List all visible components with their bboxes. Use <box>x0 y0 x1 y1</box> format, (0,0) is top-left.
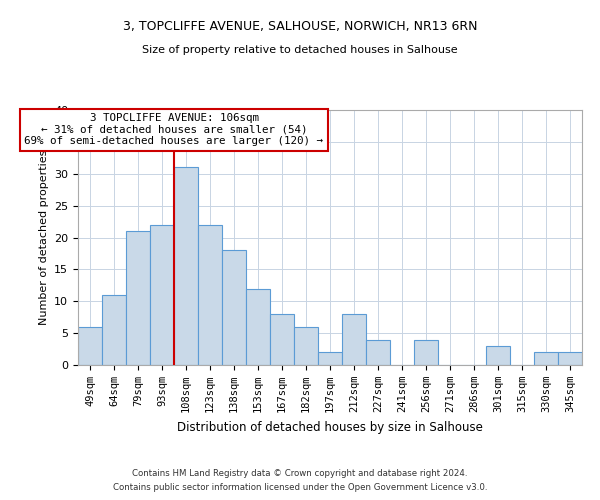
X-axis label: Distribution of detached houses by size in Salhouse: Distribution of detached houses by size … <box>177 420 483 434</box>
Bar <box>102 295 126 365</box>
Bar <box>414 340 438 365</box>
Text: Size of property relative to detached houses in Salhouse: Size of property relative to detached ho… <box>142 45 458 55</box>
Y-axis label: Number of detached properties: Number of detached properties <box>38 150 49 325</box>
Bar <box>294 327 318 365</box>
Bar <box>342 314 366 365</box>
Bar <box>174 168 198 365</box>
Bar <box>78 327 102 365</box>
Bar <box>486 346 510 365</box>
Bar <box>126 231 150 365</box>
Text: Contains public sector information licensed under the Open Government Licence v3: Contains public sector information licen… <box>113 484 487 492</box>
Bar <box>558 352 582 365</box>
Text: Contains HM Land Registry data © Crown copyright and database right 2024.: Contains HM Land Registry data © Crown c… <box>132 468 468 477</box>
Bar <box>366 340 390 365</box>
Bar <box>222 250 246 365</box>
Bar <box>318 352 342 365</box>
Bar <box>198 225 222 365</box>
Bar <box>270 314 294 365</box>
Bar <box>534 352 558 365</box>
Text: 3, TOPCLIFFE AVENUE, SALHOUSE, NORWICH, NR13 6RN: 3, TOPCLIFFE AVENUE, SALHOUSE, NORWICH, … <box>123 20 477 33</box>
Text: 3 TOPCLIFFE AVENUE: 106sqm
← 31% of detached houses are smaller (54)
69% of semi: 3 TOPCLIFFE AVENUE: 106sqm ← 31% of deta… <box>25 113 323 146</box>
Bar <box>246 288 270 365</box>
Bar <box>150 225 174 365</box>
